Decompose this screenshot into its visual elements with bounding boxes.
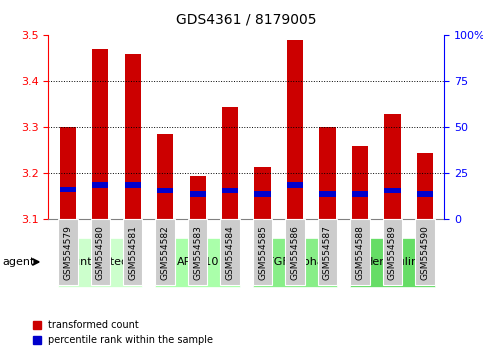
Text: GSM554587: GSM554587: [323, 225, 332, 280]
Text: GSM554583: GSM554583: [193, 225, 202, 280]
Text: GDS4361 / 8179005: GDS4361 / 8179005: [176, 12, 316, 27]
Text: GSM554586: GSM554586: [291, 225, 299, 280]
FancyBboxPatch shape: [90, 219, 110, 285]
Bar: [125, 54, 141, 219]
Text: GSM554585: GSM554585: [258, 225, 267, 280]
FancyBboxPatch shape: [285, 219, 305, 285]
Bar: [60, 127, 76, 219]
Text: GSM554582: GSM554582: [161, 225, 170, 280]
FancyBboxPatch shape: [156, 238, 240, 287]
FancyBboxPatch shape: [220, 219, 240, 285]
Bar: [384, 188, 400, 193]
Bar: [189, 176, 206, 219]
Bar: [287, 182, 303, 188]
Bar: [222, 188, 238, 193]
FancyBboxPatch shape: [415, 219, 435, 285]
Bar: [157, 188, 173, 193]
FancyBboxPatch shape: [58, 238, 142, 287]
Bar: [125, 182, 141, 188]
FancyBboxPatch shape: [318, 219, 337, 285]
FancyBboxPatch shape: [123, 219, 142, 285]
Bar: [319, 127, 336, 219]
Text: untreated: untreated: [72, 257, 128, 267]
Bar: [417, 153, 433, 219]
FancyBboxPatch shape: [253, 238, 337, 287]
FancyBboxPatch shape: [188, 219, 207, 285]
Text: AP1510: AP1510: [176, 257, 219, 267]
Bar: [157, 134, 173, 219]
Text: GSM554580: GSM554580: [96, 225, 105, 280]
Text: TGF-alpha: TGF-alpha: [267, 257, 324, 267]
Bar: [222, 107, 238, 219]
Bar: [255, 167, 270, 219]
Text: GSM554584: GSM554584: [226, 225, 235, 280]
Bar: [384, 114, 400, 219]
Bar: [60, 187, 76, 192]
Text: Heregulin: Heregulin: [365, 257, 419, 267]
Text: GSM554588: GSM554588: [355, 225, 365, 280]
Bar: [352, 192, 368, 197]
FancyBboxPatch shape: [383, 219, 402, 285]
Legend: transformed count, percentile rank within the sample: transformed count, percentile rank withi…: [29, 316, 217, 349]
Bar: [319, 192, 336, 197]
FancyBboxPatch shape: [253, 219, 272, 285]
Text: GSM554579: GSM554579: [63, 225, 72, 280]
Text: GSM554581: GSM554581: [128, 225, 137, 280]
Bar: [287, 40, 303, 219]
Text: GSM554589: GSM554589: [388, 225, 397, 280]
Bar: [255, 192, 270, 197]
Bar: [417, 192, 433, 197]
Bar: [92, 49, 108, 219]
Bar: [352, 146, 368, 219]
FancyBboxPatch shape: [350, 238, 435, 287]
Text: GSM554590: GSM554590: [420, 225, 429, 280]
FancyBboxPatch shape: [350, 219, 369, 285]
FancyBboxPatch shape: [58, 219, 77, 285]
Bar: [189, 192, 206, 197]
Text: agent: agent: [2, 257, 35, 267]
Bar: [92, 182, 108, 188]
FancyBboxPatch shape: [156, 219, 175, 285]
